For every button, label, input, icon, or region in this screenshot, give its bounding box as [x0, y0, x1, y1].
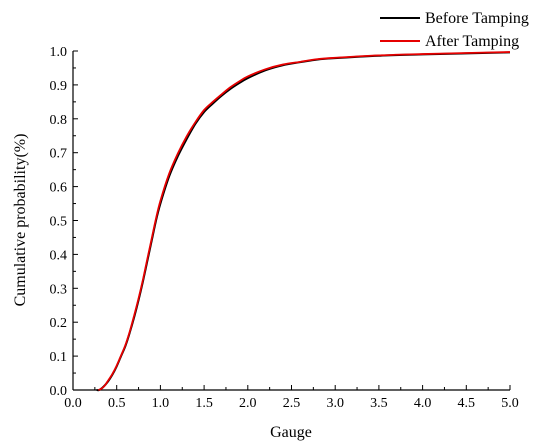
- y-axis-ticks: 0.0 0.1 0.2 0.3 0.4 0.5 0.6 0.7 0.8 0.9 1.0: [50, 45, 78, 399]
- x-tick-label: 4.5: [458, 396, 476, 411]
- x-axis-ticks: 0.0 0.5 1.0 1.5 2.0 2.5 3.0 3.5 4.0 4.5 5.0: [64, 385, 519, 411]
- plot-frame: [72, 51, 510, 391]
- y-tick-label: 0.8: [50, 113, 68, 128]
- y-axis-label: Cumulative probability(%): [12, 134, 29, 307]
- x-tick-label: 1.5: [195, 396, 213, 411]
- x-tick-label: 3.5: [370, 396, 388, 411]
- legend-label-before-tamping: Before Tamping: [425, 10, 529, 27]
- y-tick-label: 1.0: [50, 45, 68, 60]
- y-tick-label: 0.9: [50, 79, 68, 94]
- y-tick-label: 0.1: [50, 350, 68, 365]
- x-tick-label: 3.0: [326, 396, 344, 411]
- series-line-after-tamping: [98, 51, 511, 391]
- x-tick-label: 4.0: [414, 396, 432, 411]
- x-tick-label: 5.0: [501, 396, 519, 411]
- series-line-before-tamping: [96, 51, 511, 392]
- x-tick-label: 2.0: [239, 396, 257, 411]
- x-tick-label: 0.0: [64, 396, 82, 411]
- y-tick-label: 0.7: [50, 147, 68, 162]
- x-tick-label: 2.5: [283, 396, 301, 411]
- legend-label-after-tamping: After Tamping: [425, 33, 519, 50]
- x-axis-label: Gauge: [270, 424, 312, 441]
- series-lines: [96, 51, 511, 392]
- x-tick-label: 1.0: [152, 396, 170, 411]
- y-tick-label: 0.2: [50, 316, 68, 331]
- y-tick-label: 0.3: [50, 282, 68, 297]
- y-tick-label: 0.4: [50, 248, 68, 263]
- y-tick-label: 0.5: [50, 215, 68, 230]
- y-tick-label: 0.6: [50, 181, 68, 196]
- legend: Before Tamping After Tamping: [380, 10, 529, 50]
- x-tick-label: 0.5: [108, 396, 126, 411]
- y-tick-label: 0.0: [50, 384, 68, 399]
